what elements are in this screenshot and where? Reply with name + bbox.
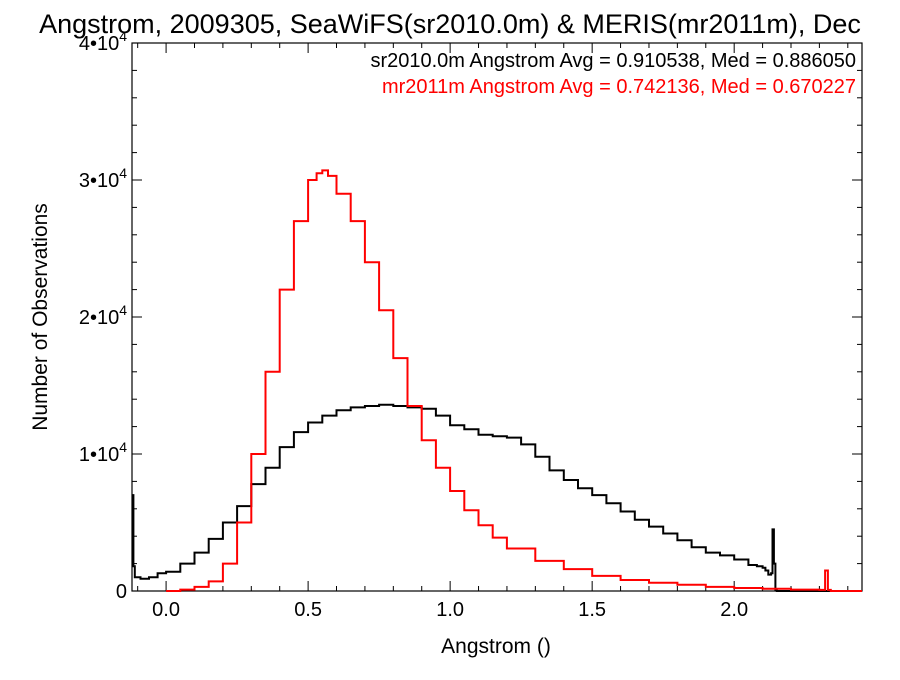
- y-tick-label: 2•104: [79, 302, 127, 329]
- x-tick-label: 0.0: [152, 599, 180, 621]
- x-tick-label: 1.5: [578, 599, 606, 621]
- x-axis-label: Angstrom (): [441, 635, 551, 658]
- y-axis-ticks: 0 1•104 2•104 3•104 4•104: [79, 28, 862, 603]
- series-sr2010.0m: [132, 403, 834, 592]
- y-axis-label: Number of Observations: [29, 203, 52, 431]
- series-layer: [132, 169, 862, 592]
- legend-entry-sr2010.0m: sr2010.0m Angstrom Avg = 0.910538, Med =…: [370, 50, 856, 72]
- x-tick-label: 2.0: [720, 599, 748, 621]
- legend-entry-mr2011m: mr2011m Angstrom Avg = 0.742136, Med = 0…: [382, 76, 856, 98]
- x-tick-label: 0.5: [294, 599, 322, 621]
- y-tick-label: 0: [116, 581, 127, 603]
- series-mr2011m: [166, 169, 862, 592]
- plot-frame: [131, 42, 863, 592]
- y-tick-label: 3•104: [79, 165, 127, 192]
- y-tick-label: 4•104: [79, 28, 127, 55]
- y-tick-label: 1•104: [79, 439, 127, 466]
- chart-title: Angstrom, 2009305, SeaWiFS(sr2010.0m) & …: [39, 9, 861, 39]
- x-tick-label: 1.0: [436, 599, 464, 621]
- x-axis-ticks: 0.0 0.5 1.0 1.5 2.0: [137, 43, 849, 621]
- legend: sr2010.0m Angstrom Avg = 0.910538, Med =…: [370, 50, 856, 98]
